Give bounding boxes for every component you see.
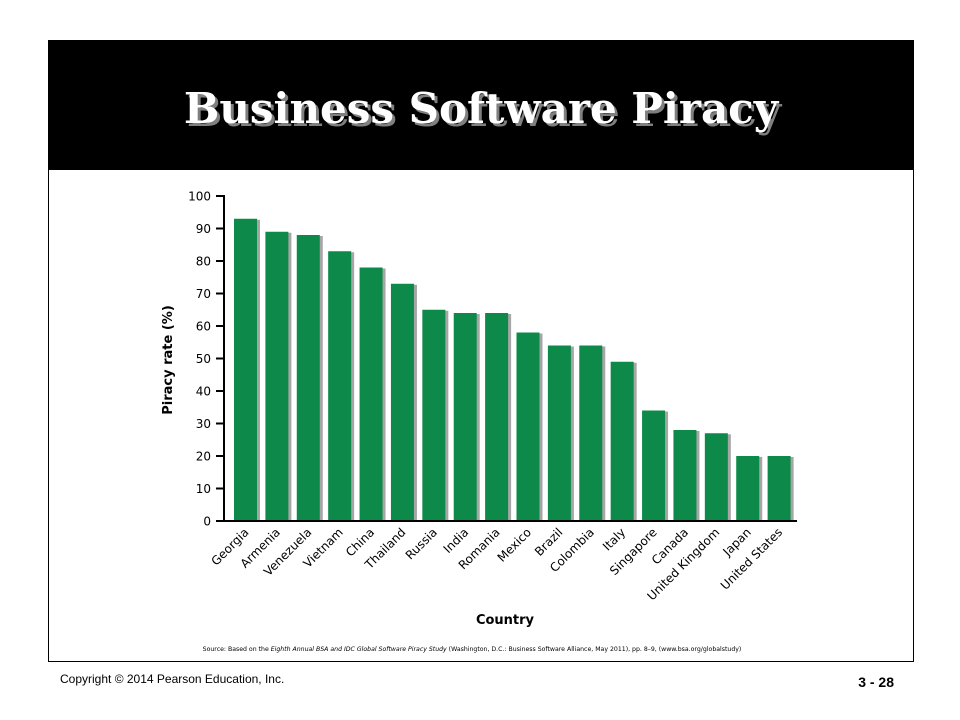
bar	[422, 309, 446, 521]
y-tick-label: 50	[196, 352, 211, 366]
y-tick-label: 80	[196, 255, 211, 269]
bar	[610, 361, 634, 521]
bar	[673, 430, 697, 521]
copyright-notice: Copyright © 2014 Pearson Education, Inc.	[60, 672, 285, 686]
x-tick-label: Italy	[600, 525, 628, 553]
slide-title: Business Software Piracy	[183, 84, 779, 133]
y-tick-label: 40	[196, 385, 211, 399]
bar	[390, 283, 414, 521]
source-suffix: (Washington, D.C.: Business Software All…	[447, 646, 742, 653]
source-note: Source: Based on the Eighth Annual BSA a…	[203, 645, 742, 653]
bar	[359, 267, 383, 521]
bar	[516, 332, 540, 521]
bar	[704, 433, 728, 521]
bar	[547, 345, 571, 521]
source-study-title: Eighth Annual BSA and IDC Global Softwar…	[271, 645, 447, 653]
y-tick-label: 70	[196, 287, 211, 301]
bars	[224, 218, 797, 522]
y-tick-label: 100	[188, 190, 211, 204]
bar	[328, 251, 352, 521]
y-tick-label: 90	[196, 222, 211, 236]
source-prefix: Source: Based on the	[203, 646, 271, 653]
bar	[453, 313, 477, 521]
bar	[579, 345, 603, 521]
y-axis: 0 10 20 30 40 50 60 70 80 90 100	[188, 190, 225, 529]
bar	[767, 456, 791, 521]
y-tick-label: 30	[196, 417, 211, 431]
bar	[485, 313, 509, 521]
bar	[234, 218, 257, 521]
page-number: 3 - 28	[858, 674, 894, 690]
y-axis-label: Piracy rate (%)	[161, 305, 176, 415]
x-tick-labels: GeorgiaArmeniaVenezuelaVietnamChinaThail…	[208, 525, 785, 603]
title-bar: Business Software Piracy	[48, 40, 914, 170]
x-axis-label: Country	[476, 613, 535, 628]
bar	[296, 235, 320, 521]
x-tick-label: Russia	[403, 525, 440, 562]
bar	[265, 231, 289, 521]
y-tick-label: 0	[203, 515, 211, 529]
bar	[736, 456, 760, 521]
y-tick-label: 10	[196, 482, 211, 496]
y-tick-label: 60	[196, 320, 211, 334]
bar	[642, 410, 666, 521]
y-tick-label: 20	[196, 450, 211, 464]
x-tick-label: Mexico	[495, 525, 535, 565]
